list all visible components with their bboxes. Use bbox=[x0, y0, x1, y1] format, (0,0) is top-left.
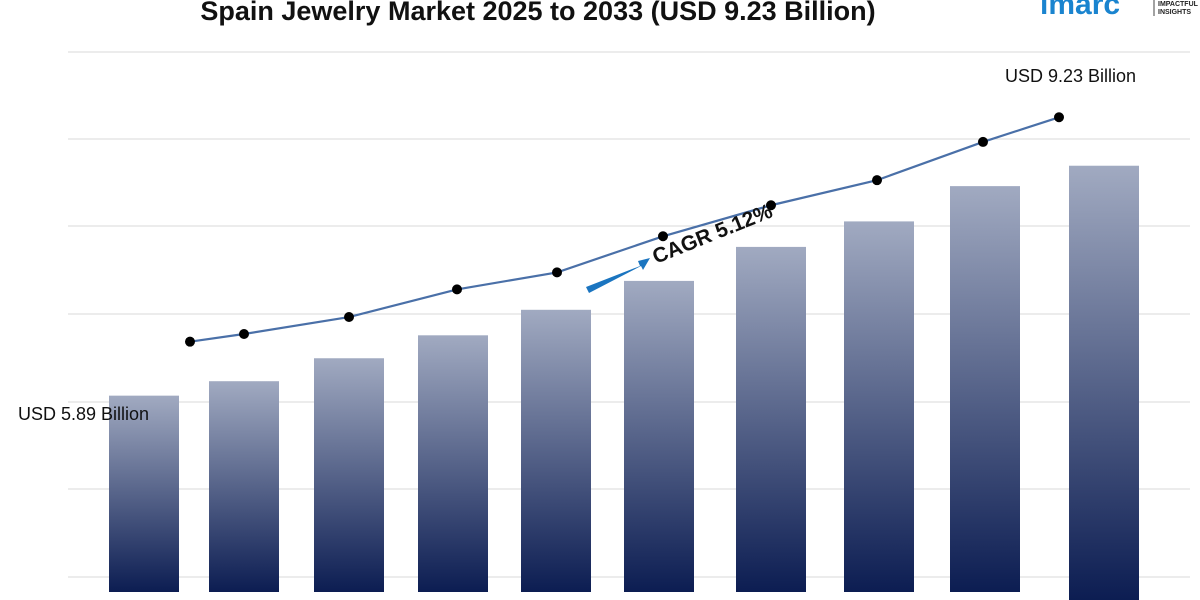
arrow-shape bbox=[586, 258, 650, 293]
trend-point-1 bbox=[239, 329, 249, 340]
trend-point-7 bbox=[872, 175, 882, 186]
logo-wordmark: imarc bbox=[1040, 0, 1120, 21]
trend-point-0 bbox=[185, 336, 195, 347]
start-value-label: USD 5.89 Billion bbox=[18, 404, 149, 424]
end-value-label: USD 9.23 Billion bbox=[1005, 66, 1136, 86]
logo-tagline-2: INSIGHTS bbox=[1158, 9, 1191, 16]
bar-4 bbox=[521, 309, 591, 592]
chart-title: Spain Jewelry Market 2025 to 2033 (USD 9… bbox=[200, 0, 875, 26]
trend-point-9 bbox=[1054, 112, 1064, 123]
imarc-logo: imarc IMPACTFUL INSIGHTS bbox=[1040, 0, 1199, 21]
bar-5 bbox=[624, 280, 694, 592]
bar-0 bbox=[109, 395, 179, 592]
cagr-arrow-icon bbox=[586, 258, 650, 293]
bar-6 bbox=[736, 246, 806, 592]
trend-point-5 bbox=[658, 231, 668, 242]
bar-8 bbox=[950, 186, 1020, 592]
bars bbox=[109, 165, 1139, 600]
trend-line bbox=[185, 112, 1064, 347]
trend-point-3 bbox=[452, 284, 462, 295]
trend-polyline bbox=[189, 116, 1060, 343]
bar-1 bbox=[209, 381, 279, 592]
bar-9 bbox=[1069, 165, 1139, 600]
bar-3 bbox=[418, 335, 488, 592]
trend-point-2 bbox=[344, 312, 354, 323]
logo-tagline-1: IMPACTFUL bbox=[1158, 1, 1199, 8]
trend-point-6 bbox=[766, 200, 776, 211]
bar-2 bbox=[314, 358, 384, 592]
trend-point-8 bbox=[978, 136, 988, 147]
bar-7 bbox=[844, 221, 914, 592]
trend-point-4 bbox=[552, 267, 562, 278]
